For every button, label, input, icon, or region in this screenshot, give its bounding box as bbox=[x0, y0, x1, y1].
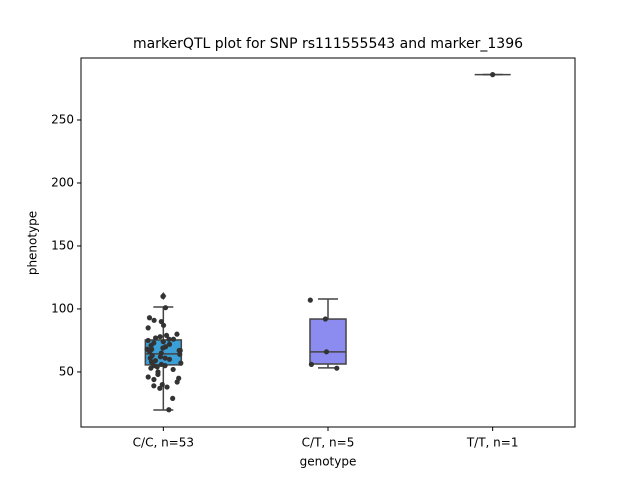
data-point bbox=[308, 361, 315, 367]
data-point bbox=[147, 355, 153, 361]
data-point bbox=[162, 355, 168, 361]
data-point bbox=[151, 383, 157, 389]
data-point bbox=[170, 395, 176, 402]
y-axis-label: phenotype bbox=[26, 211, 40, 275]
data-point bbox=[162, 305, 169, 311]
y-tick-label: 200 bbox=[51, 175, 74, 189]
y-tick-label: 50 bbox=[59, 364, 74, 378]
data-point bbox=[145, 374, 151, 380]
data-point bbox=[490, 72, 496, 78]
data-point bbox=[163, 332, 170, 339]
data-point bbox=[157, 334, 163, 340]
data-point bbox=[177, 347, 183, 354]
data-point bbox=[166, 341, 173, 347]
y-tick-label: 150 bbox=[51, 238, 74, 252]
data-point bbox=[145, 325, 151, 331]
data-point bbox=[160, 293, 166, 299]
data-point bbox=[159, 381, 165, 388]
data-point bbox=[307, 297, 313, 303]
data-point bbox=[166, 336, 172, 342]
data-point bbox=[152, 335, 159, 341]
data-point bbox=[158, 318, 164, 325]
data-point bbox=[145, 337, 151, 344]
data-point bbox=[151, 317, 157, 323]
data-point bbox=[146, 315, 153, 321]
y-tick-label: 250 bbox=[51, 112, 74, 126]
data-point bbox=[334, 365, 340, 371]
x-tick-label: C/C, n=53 bbox=[133, 436, 194, 450]
data-point bbox=[166, 356, 173, 362]
data-point bbox=[170, 336, 177, 342]
data-point bbox=[170, 366, 176, 373]
data-point bbox=[178, 360, 184, 366]
chart-title: markerQTL plot for SNP rs111555543 and m… bbox=[133, 36, 523, 52]
data-point bbox=[322, 316, 328, 322]
x-tick-label: T/T, n=1 bbox=[466, 436, 519, 450]
data-point bbox=[160, 339, 166, 345]
data-point bbox=[147, 349, 153, 355]
data-point bbox=[160, 322, 167, 328]
data-point bbox=[157, 354, 164, 360]
data-point bbox=[177, 351, 183, 357]
data-point bbox=[157, 385, 163, 391]
x-tick-label: C/T, n=5 bbox=[302, 436, 355, 450]
y-tick-label: 100 bbox=[51, 301, 74, 315]
data-point bbox=[154, 364, 160, 370]
data-point bbox=[151, 376, 157, 383]
data-point bbox=[162, 363, 168, 369]
data-point bbox=[148, 365, 154, 371]
data-point bbox=[160, 345, 166, 351]
data-point bbox=[174, 379, 180, 385]
data-point bbox=[166, 407, 172, 413]
x-axis-label: genotype bbox=[300, 455, 357, 469]
data-point bbox=[164, 384, 170, 390]
data-point bbox=[155, 371, 161, 378]
data-point bbox=[323, 349, 330, 355]
box bbox=[309, 318, 347, 365]
data-point bbox=[152, 358, 159, 364]
plot-frame bbox=[80, 57, 576, 428]
data-point bbox=[174, 331, 180, 337]
